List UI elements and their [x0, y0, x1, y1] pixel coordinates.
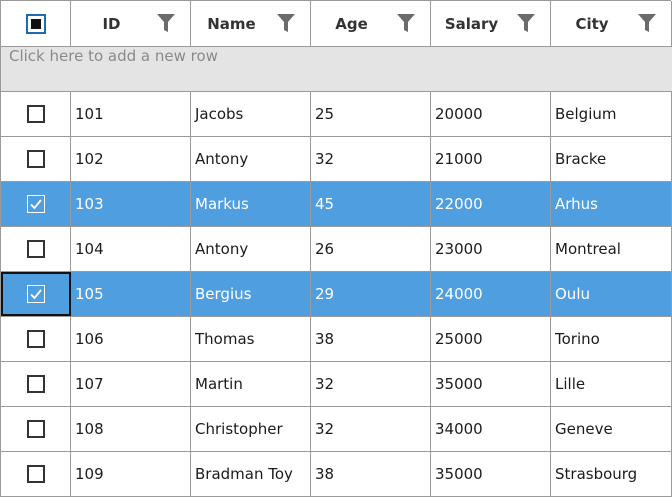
column-header-label: ID: [102, 14, 121, 33]
cell-city[interactable]: Lille: [551, 362, 672, 406]
cell-city[interactable]: Strasbourg: [551, 452, 672, 496]
cell-city[interactable]: Belgium: [551, 92, 672, 136]
cell-name[interactable]: Antony: [191, 137, 311, 181]
checkmark-icon: [29, 199, 42, 210]
cell-city[interactable]: Torino: [551, 317, 672, 361]
cell-salary[interactable]: 20000: [431, 92, 551, 136]
row-select-cell[interactable]: [1, 182, 71, 226]
cell-id[interactable]: 102: [71, 137, 191, 181]
cell-age[interactable]: 29: [311, 272, 431, 316]
cell-salary[interactable]: 23000: [431, 227, 551, 271]
filter-funnel-icon[interactable]: [516, 13, 536, 33]
cell-salary[interactable]: 35000: [431, 452, 551, 496]
cell-id[interactable]: 105: [71, 272, 191, 316]
column-header-label: City: [575, 14, 609, 33]
column-header-label: Age: [335, 14, 368, 33]
filter-funnel-icon[interactable]: [156, 13, 176, 33]
cell-id[interactable]: 109: [71, 452, 191, 496]
row-select-cell[interactable]: [1, 227, 71, 271]
filter-funnel-icon[interactable]: [637, 13, 657, 33]
cell-age[interactable]: 45: [311, 182, 431, 226]
cell-city[interactable]: Oulu: [551, 272, 672, 316]
cell-age[interactable]: 38: [311, 452, 431, 496]
table-row[interactable]: 103 Markus 45 22000 Arhus: [1, 182, 672, 227]
row-select-cell[interactable]: [1, 317, 71, 361]
row-checkbox[interactable]: [26, 465, 45, 483]
cell-id[interactable]: 107: [71, 362, 191, 406]
table-row[interactable]: 101 Jacobs 25 20000 Belgium: [1, 92, 672, 137]
cell-age[interactable]: 32: [311, 137, 431, 181]
add-row-placeholder[interactable]: Click here to add a new row: [9, 47, 218, 65]
row-checkbox[interactable]: [26, 375, 45, 393]
cell-age[interactable]: 38: [311, 317, 431, 361]
row-checkbox[interactable]: [26, 150, 45, 168]
table-row[interactable]: 106 Thomas 38 25000 Torino: [1, 317, 672, 362]
cell-salary[interactable]: 24000: [431, 272, 551, 316]
row-checkbox[interactable]: [26, 240, 45, 258]
row-checkbox[interactable]: [26, 420, 45, 438]
table-row[interactable]: 109 Bradman Toy 38 35000 Strasbourg: [1, 452, 672, 497]
cell-age[interactable]: 32: [311, 407, 431, 451]
cell-salary[interactable]: 34000: [431, 407, 551, 451]
cell-salary[interactable]: 25000: [431, 317, 551, 361]
select-all-checkbox[interactable]: [25, 13, 46, 34]
table-row[interactable]: 102 Antony 32 21000 Bracke: [1, 137, 672, 182]
column-header-city[interactable]: City: [551, 1, 672, 46]
row-checkbox[interactable]: [26, 195, 45, 213]
row-select-cell[interactable]: [1, 452, 71, 496]
table-row[interactable]: 105 Bergius 29 24000 Oulu: [1, 272, 672, 317]
table-row[interactable]: 108 Christopher 32 34000 Geneve: [1, 407, 672, 452]
column-header-name[interactable]: Name: [191, 1, 311, 46]
table-row[interactable]: 107 Martin 32 35000 Lille: [1, 362, 672, 407]
row-select-cell[interactable]: [1, 137, 71, 181]
filter-funnel-icon[interactable]: [276, 13, 296, 33]
row-checkbox[interactable]: [26, 330, 45, 348]
checkmark-icon: [29, 289, 42, 300]
filter-funnel-icon[interactable]: [396, 13, 416, 33]
grid-header-row: ID Name Age Salary City: [1, 1, 672, 47]
column-header-label: Salary: [444, 14, 499, 33]
cell-name[interactable]: Martin: [191, 362, 311, 406]
cell-salary[interactable]: 22000: [431, 182, 551, 226]
cell-name[interactable]: Markus: [191, 182, 311, 226]
cell-id[interactable]: 108: [71, 407, 191, 451]
column-header-label: Name: [207, 14, 256, 33]
row-select-cell[interactable]: [1, 272, 71, 316]
cell-id[interactable]: 103: [71, 182, 191, 226]
row-checkbox[interactable]: [26, 285, 45, 303]
row-select-cell[interactable]: [1, 362, 71, 406]
cell-salary[interactable]: 35000: [431, 362, 551, 406]
row-checkbox[interactable]: [26, 105, 45, 123]
row-select-cell[interactable]: [1, 407, 71, 451]
column-header-age[interactable]: Age: [311, 1, 431, 46]
cell-city[interactable]: Geneve: [551, 407, 672, 451]
cell-id[interactable]: 106: [71, 317, 191, 361]
cell-city[interactable]: Bracke: [551, 137, 672, 181]
cell-city[interactable]: Arhus: [551, 182, 672, 226]
row-select-cell[interactable]: [1, 92, 71, 136]
cell-id[interactable]: 104: [71, 227, 191, 271]
table-row[interactable]: 104 Antony 26 23000 Montreal: [1, 227, 672, 272]
cell-name[interactable]: Jacobs: [191, 92, 311, 136]
cell-name[interactable]: Thomas: [191, 317, 311, 361]
cell-id[interactable]: 101: [71, 92, 191, 136]
add-new-row[interactable]: Click here to add a new row: [1, 47, 672, 92]
indeterminate-indicator: [30, 18, 41, 29]
cell-name[interactable]: Antony: [191, 227, 311, 271]
header-select-all-cell[interactable]: [1, 1, 71, 46]
column-header-id[interactable]: ID: [71, 1, 191, 46]
cell-name[interactable]: Bradman Toy: [191, 452, 311, 496]
cell-name[interactable]: Bergius: [191, 272, 311, 316]
cell-age[interactable]: 26: [311, 227, 431, 271]
column-header-salary[interactable]: Salary: [431, 1, 551, 46]
cell-age[interactable]: 25: [311, 92, 431, 136]
cell-age[interactable]: 32: [311, 362, 431, 406]
cell-salary[interactable]: 21000: [431, 137, 551, 181]
cell-name[interactable]: Christopher: [191, 407, 311, 451]
cell-city[interactable]: Montreal: [551, 227, 672, 271]
